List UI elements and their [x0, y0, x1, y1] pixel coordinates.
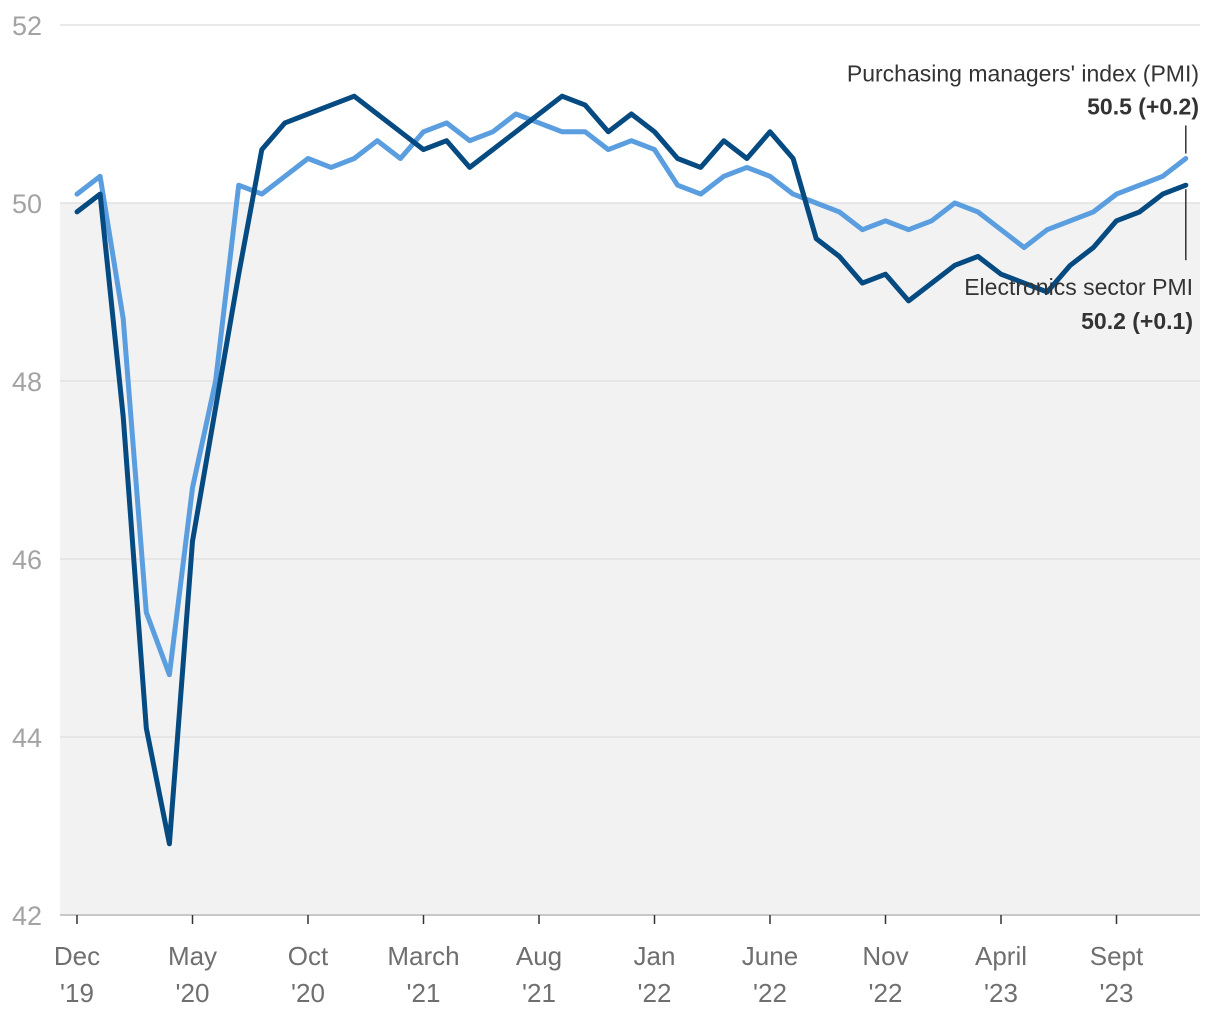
x-tick-year: '19 [60, 978, 94, 1008]
x-tick-month: Jan [634, 941, 676, 971]
x-tick-year: '23 [984, 978, 1018, 1008]
x-tick-year: '22 [753, 978, 787, 1008]
x-tick-month: Nov [862, 941, 908, 971]
x-tick-year: '21 [522, 978, 556, 1008]
x-tick-month: Sept [1090, 941, 1144, 971]
x-axis: Dec '19 May '20 Oct '20 March '21 Aug '21 Jan '22 Ju… [54, 915, 1144, 1008]
x-tick-year: '20 [176, 978, 210, 1008]
pmi-series-label: Purchasing managers' index (PMI) [847, 61, 1199, 87]
x-tick-month: Aug [516, 941, 562, 971]
x-tick-month: Oct [288, 941, 329, 971]
x-tick-month: June [742, 941, 798, 971]
y-gridlines [60, 24, 1200, 916]
electronics-series-label: Electronics sector PMI [964, 274, 1193, 300]
pmi-series-value: 50.5 (+0.2) [1087, 94, 1199, 120]
x-tick-month: May [168, 941, 217, 971]
x-tick-year: '22 [869, 978, 903, 1008]
y-tick-label: 44 [12, 723, 42, 753]
x-tick-year: '20 [291, 978, 325, 1008]
series-annotations: Purchasing managers' index (PMI) 50.5 (+… [847, 61, 1199, 335]
x-tick-year: '21 [407, 978, 441, 1008]
y-tick-label: 46 [12, 545, 42, 575]
electronics-series-line [74, 93, 1189, 847]
x-tick-month: March [387, 941, 459, 971]
x-tick-year: '23 [1100, 978, 1134, 1008]
y-tick-label: 42 [12, 901, 42, 931]
x-tick-month: Dec [54, 941, 100, 971]
y-tick-label: 48 [12, 367, 42, 397]
pmi-series-line [74, 111, 1189, 678]
series-lines [74, 93, 1189, 847]
y-axis: 42 44 46 48 50 52 [12, 11, 42, 931]
x-tick-month: April [975, 941, 1027, 971]
y-tick-label: 52 [12, 11, 42, 41]
y-tick-label: 50 [12, 189, 42, 219]
x-tick-year: '22 [638, 978, 672, 1008]
electronics-series-value: 50.2 (+0.1) [1081, 308, 1193, 334]
